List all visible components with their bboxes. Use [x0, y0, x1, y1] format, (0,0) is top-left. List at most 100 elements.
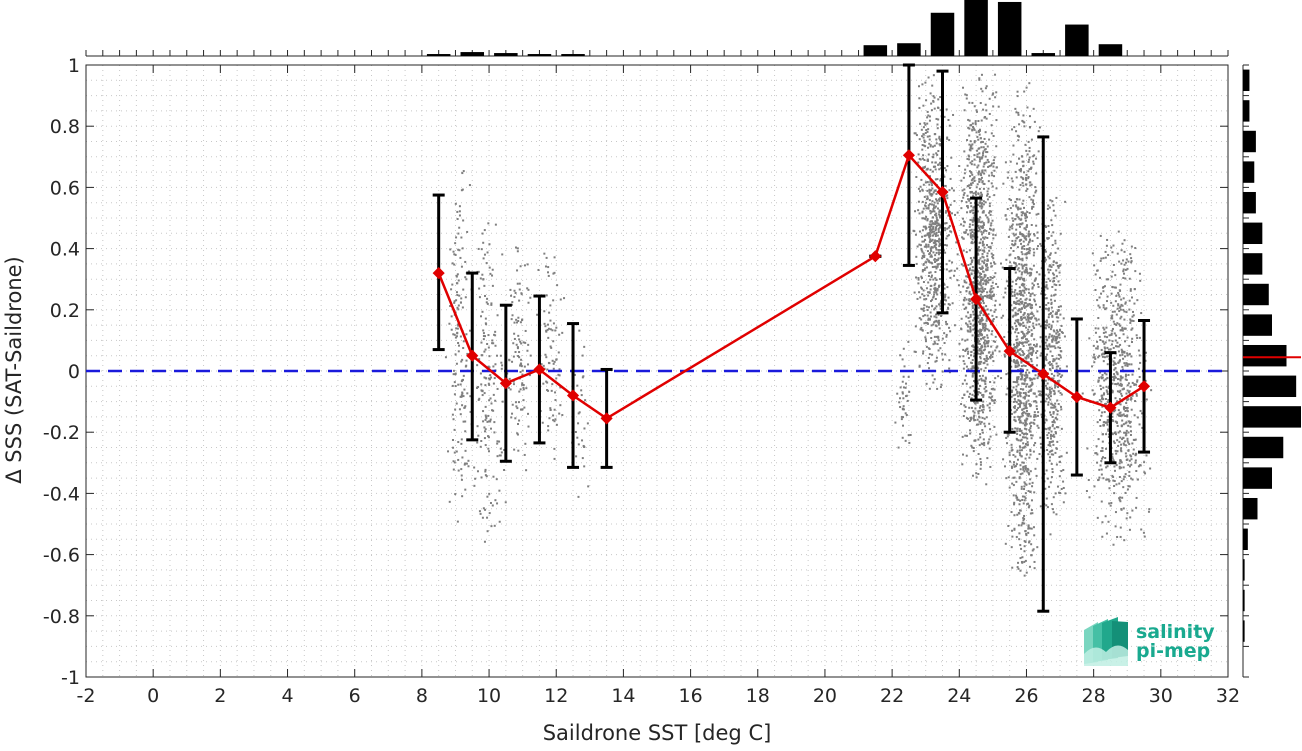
scatter-point — [1118, 323, 1120, 325]
scatter-point — [972, 182, 974, 184]
scatter-point — [487, 334, 489, 336]
scatter-point — [1016, 380, 1018, 382]
scatter-point — [948, 367, 950, 369]
scatter-point — [929, 226, 931, 228]
scatter-point — [1045, 308, 1047, 310]
scatter-point — [1120, 447, 1122, 449]
scatter-point — [1017, 566, 1019, 568]
scatter-point — [948, 139, 950, 141]
scatter-point — [464, 261, 466, 263]
scatter-point — [1103, 360, 1105, 362]
scatter-point — [1027, 316, 1029, 318]
scatter-point — [488, 384, 490, 386]
scatter-point — [1053, 496, 1055, 498]
scatter-point — [944, 294, 946, 296]
scatter-point — [494, 499, 496, 501]
scatter-point — [466, 231, 468, 233]
scatter-point — [490, 376, 492, 378]
scatter-point — [968, 407, 970, 409]
scatter-point — [1026, 484, 1028, 486]
scatter-point — [576, 385, 578, 387]
scatter-point — [490, 419, 492, 421]
scatter-point — [896, 393, 898, 395]
scatter-point — [1149, 468, 1151, 470]
scatter-point — [1020, 510, 1022, 512]
scatter-point — [1025, 372, 1027, 374]
scatter-point — [1014, 108, 1016, 110]
scatter-point — [1130, 477, 1132, 479]
scatter-point — [979, 275, 981, 277]
scatter-point — [929, 203, 931, 205]
scatter-point — [553, 368, 555, 370]
scatter-point — [1053, 390, 1055, 392]
scatter-point — [1014, 289, 1016, 291]
scatter-point — [938, 143, 940, 145]
scatter-point — [1115, 450, 1117, 452]
scatter-point — [1022, 436, 1024, 438]
scatter-point — [980, 102, 982, 104]
y-tick-label: 0.6 — [50, 177, 80, 199]
scatter-point — [899, 354, 901, 356]
scatter-point — [460, 301, 462, 303]
scatter-point — [1027, 305, 1029, 307]
scatter-point — [994, 399, 996, 401]
scatter-point — [1024, 540, 1026, 542]
scatter-point — [985, 305, 987, 307]
scatter-point — [1121, 327, 1123, 329]
scatter-point — [952, 302, 954, 304]
scatter-point — [970, 263, 972, 265]
scatter-point — [484, 335, 486, 337]
scatter-cluster — [913, 74, 958, 390]
scatter-point — [1011, 536, 1013, 538]
scatter-point — [456, 291, 458, 293]
scatter-point — [968, 144, 970, 146]
scatter-point — [978, 77, 980, 79]
scatter-point — [1027, 532, 1029, 534]
scatter-point — [1022, 466, 1024, 468]
scatter-point — [1106, 421, 1108, 423]
scatter-point — [547, 324, 549, 326]
scatter-point — [941, 353, 943, 355]
scatter-point — [1048, 237, 1050, 239]
scatter-point — [465, 296, 467, 298]
scatter-point — [969, 249, 971, 251]
scatter-point — [455, 353, 457, 355]
scatter-point — [482, 517, 484, 519]
scatter-point — [1021, 155, 1023, 157]
scatter-point — [1110, 317, 1112, 319]
scatter-point — [1126, 440, 1128, 442]
mean-point — [434, 268, 444, 278]
scatter-point — [1036, 425, 1038, 427]
scatter-point — [1017, 562, 1019, 564]
scatter-point — [928, 184, 930, 186]
scatter-point — [984, 381, 986, 383]
scatter-point — [495, 345, 497, 347]
scatter-point — [1050, 299, 1052, 301]
scatter-point — [1023, 502, 1025, 504]
scatter-point — [552, 340, 554, 342]
scatter-point — [1053, 260, 1055, 262]
scatter-point — [1016, 345, 1018, 347]
scatter-point — [908, 434, 910, 436]
scatter-point — [1047, 506, 1049, 508]
scatter-point — [1020, 170, 1022, 172]
scatter-point — [1118, 294, 1120, 296]
scatter-point — [1108, 521, 1110, 523]
scatter-point — [488, 347, 490, 349]
scatter-point — [972, 311, 974, 313]
scatter-point — [935, 138, 937, 140]
scatter-point — [970, 140, 972, 142]
scatter-point — [1048, 486, 1050, 488]
scatter-point — [1097, 517, 1099, 519]
scatter-point — [1125, 378, 1127, 380]
scatter-point — [1023, 235, 1025, 237]
scatter-point — [923, 255, 925, 257]
scatter-point — [934, 341, 936, 343]
scatter-point — [939, 215, 941, 217]
scatter-point — [519, 283, 521, 285]
scatter-point — [1053, 345, 1055, 347]
scatter-point — [968, 299, 970, 301]
scatter-point — [1012, 309, 1014, 311]
scatter-point — [519, 341, 521, 343]
scatter-point — [974, 105, 976, 107]
